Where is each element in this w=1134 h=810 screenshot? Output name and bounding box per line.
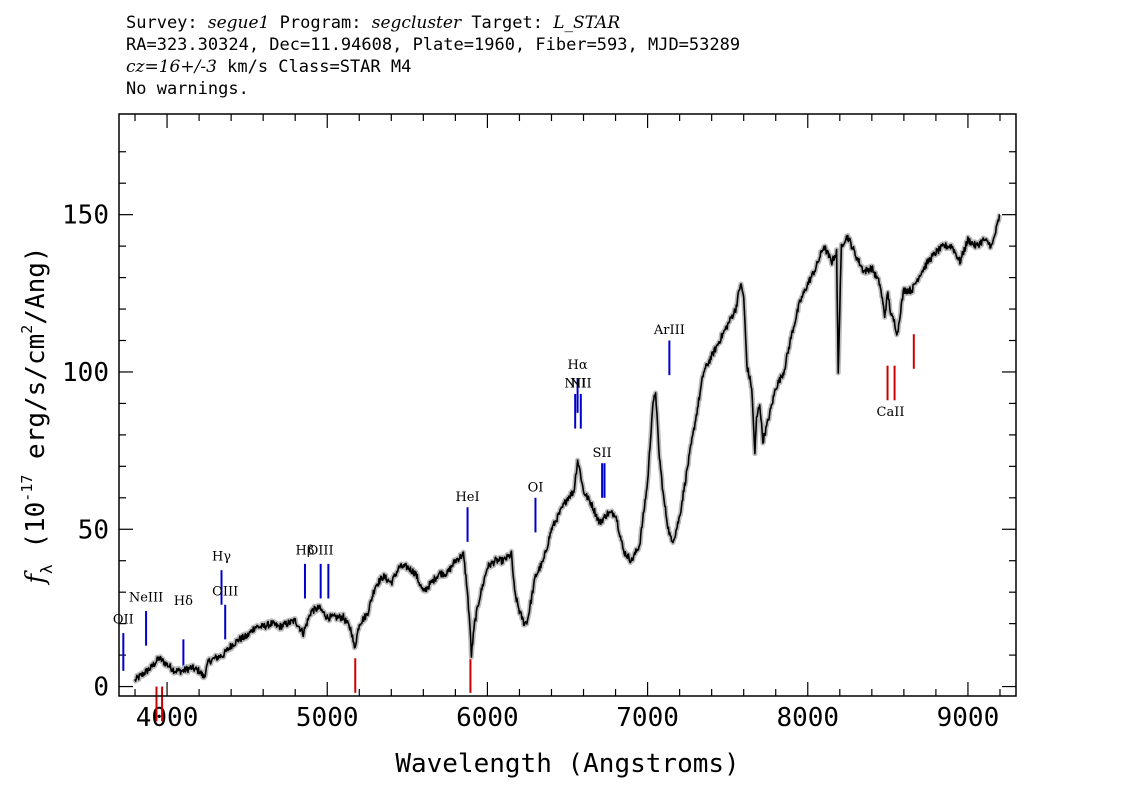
target-label: Target: — [461, 13, 554, 33]
spectrum-line — [134, 214, 1001, 682]
emission-line-label: Hδ — [174, 594, 193, 609]
header-line-coordinates: RA=323.30324, Dec=11.94608, Plate=1960, … — [126, 35, 741, 55]
survey-label: Survey: — [126, 13, 208, 33]
target-value: L_STAR — [553, 13, 621, 33]
emission-line-label: HeI — [455, 490, 479, 505]
emission-line-label: Hα — [568, 358, 588, 373]
y-tick-label: 150 — [62, 201, 109, 231]
header-line-warnings: No warnings. — [126, 79, 249, 99]
emission-line-label: OIII — [308, 543, 334, 558]
y-axis-title: fλ (10-17 erg/s/cm2/Ang) — [18, 246, 56, 585]
x-tick-label: 7000 — [616, 703, 679, 733]
program-value: segcluster — [371, 13, 462, 33]
header-line-redshift: cz=16+/-3 km/s Class=STAR M4 — [126, 56, 740, 78]
emission-line-label: OIII — [212, 584, 238, 599]
emission-line-label: Hβ — [296, 543, 315, 558]
x-tick-label: 8000 — [776, 703, 839, 733]
y-tick-label: 50 — [78, 515, 109, 545]
plot-frame — [118, 113, 1017, 697]
y-tick-label: 100 — [62, 358, 109, 388]
absorption-line-label: CaII — [877, 405, 905, 420]
emission-line-label: SII — [593, 446, 612, 461]
x-tick-label: 9000 — [937, 703, 1000, 733]
redshift-value: cz=16+/-3 — [126, 57, 217, 77]
header-line-survey: Survey: segue1 Program: segcluster Targe… — [126, 12, 740, 34]
class-value: km/s Class=STAR M4 — [216, 57, 412, 77]
emission-line-label: NII — [570, 377, 592, 392]
x-tick-label: 6000 — [456, 703, 519, 733]
spectrum-error-band — [132, 212, 1002, 684]
x-tick-label: 5000 — [296, 703, 359, 733]
spectrum-header: Survey: segue1 Program: segcluster Targe… — [126, 12, 740, 100]
program-label: Program: — [269, 13, 372, 33]
emission-line-label: OI — [528, 481, 544, 496]
x-axis-title: Wavelength (Angstroms) — [395, 749, 739, 779]
emission-line-label: NeIII — [129, 591, 163, 606]
emission-line-label: ArIII — [653, 323, 685, 338]
x-tick-label: 4000 — [136, 703, 199, 733]
emission-line-label: OII — [113, 613, 134, 628]
y-tick-label: 0 — [93, 673, 109, 703]
survey-value: segue1 — [207, 13, 270, 33]
emission-line-label: Hγ — [212, 550, 231, 565]
emission-line-label: NII — [564, 377, 586, 392]
